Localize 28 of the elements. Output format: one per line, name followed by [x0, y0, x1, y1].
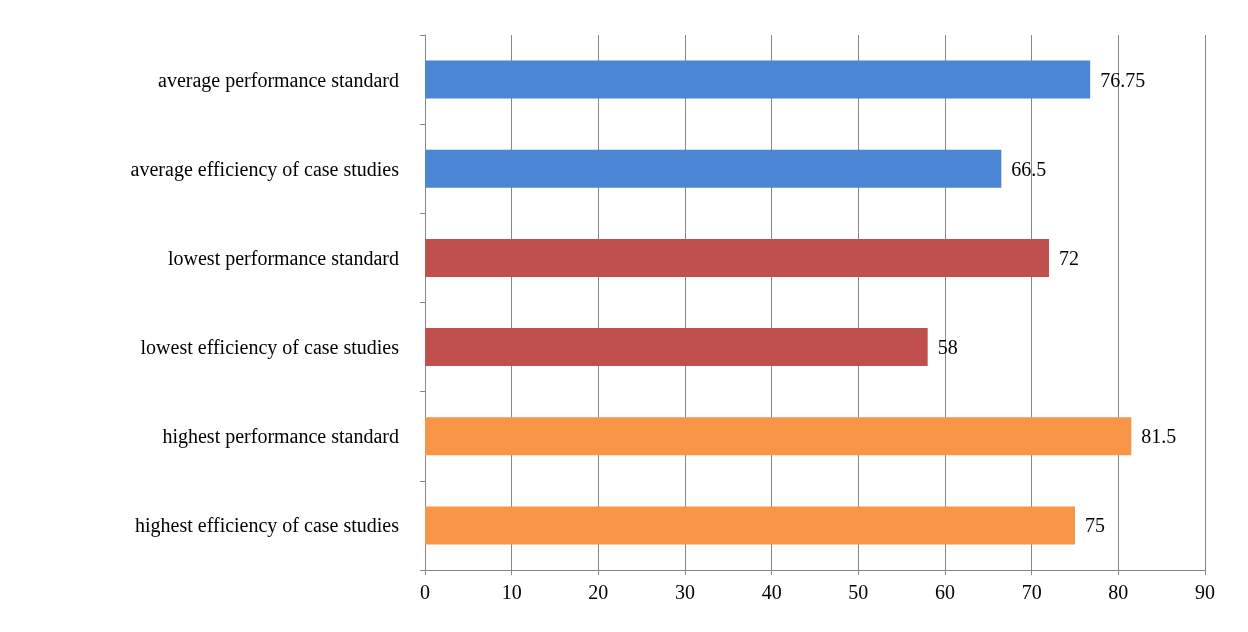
bar	[425, 238, 1049, 277]
data-label: 72	[1059, 246, 1079, 269]
bar	[425, 60, 1091, 99]
data-label: 66.5	[1011, 157, 1047, 180]
bar	[425, 149, 1002, 188]
x-tick-label: 30	[675, 581, 695, 603]
y-tick-label: highest performance standard	[162, 425, 399, 449]
x-tick-label: 50	[848, 581, 869, 603]
data-label: 75	[1085, 514, 1105, 537]
x-tick-label: 60	[935, 581, 955, 603]
x-tick-label: 20	[588, 581, 609, 603]
y-tick-label: average efficiency of case studies	[130, 157, 400, 181]
x-tick-label: 40	[761, 581, 782, 603]
data-label: 81.5	[1141, 425, 1177, 448]
x-tick-label: 70	[1021, 581, 1042, 603]
x-tick-label: 80	[1108, 581, 1129, 603]
data-label: 58	[937, 336, 958, 359]
y-tick-label: highest efficiency of case studies	[135, 514, 400, 538]
x-tick-label: 0	[420, 581, 430, 603]
y-tick-label: lowest efficiency of case studies	[140, 336, 400, 360]
bar	[425, 328, 928, 367]
x-tick-label: 10	[501, 581, 522, 603]
bar	[425, 506, 1075, 545]
x-tick-label: 90	[1195, 581, 1215, 603]
bar	[425, 417, 1132, 456]
y-tick-label: lowest performance standard	[167, 246, 399, 270]
y-tick-label: average performance standard	[158, 68, 399, 92]
data-label: 76.75	[1100, 68, 1146, 91]
